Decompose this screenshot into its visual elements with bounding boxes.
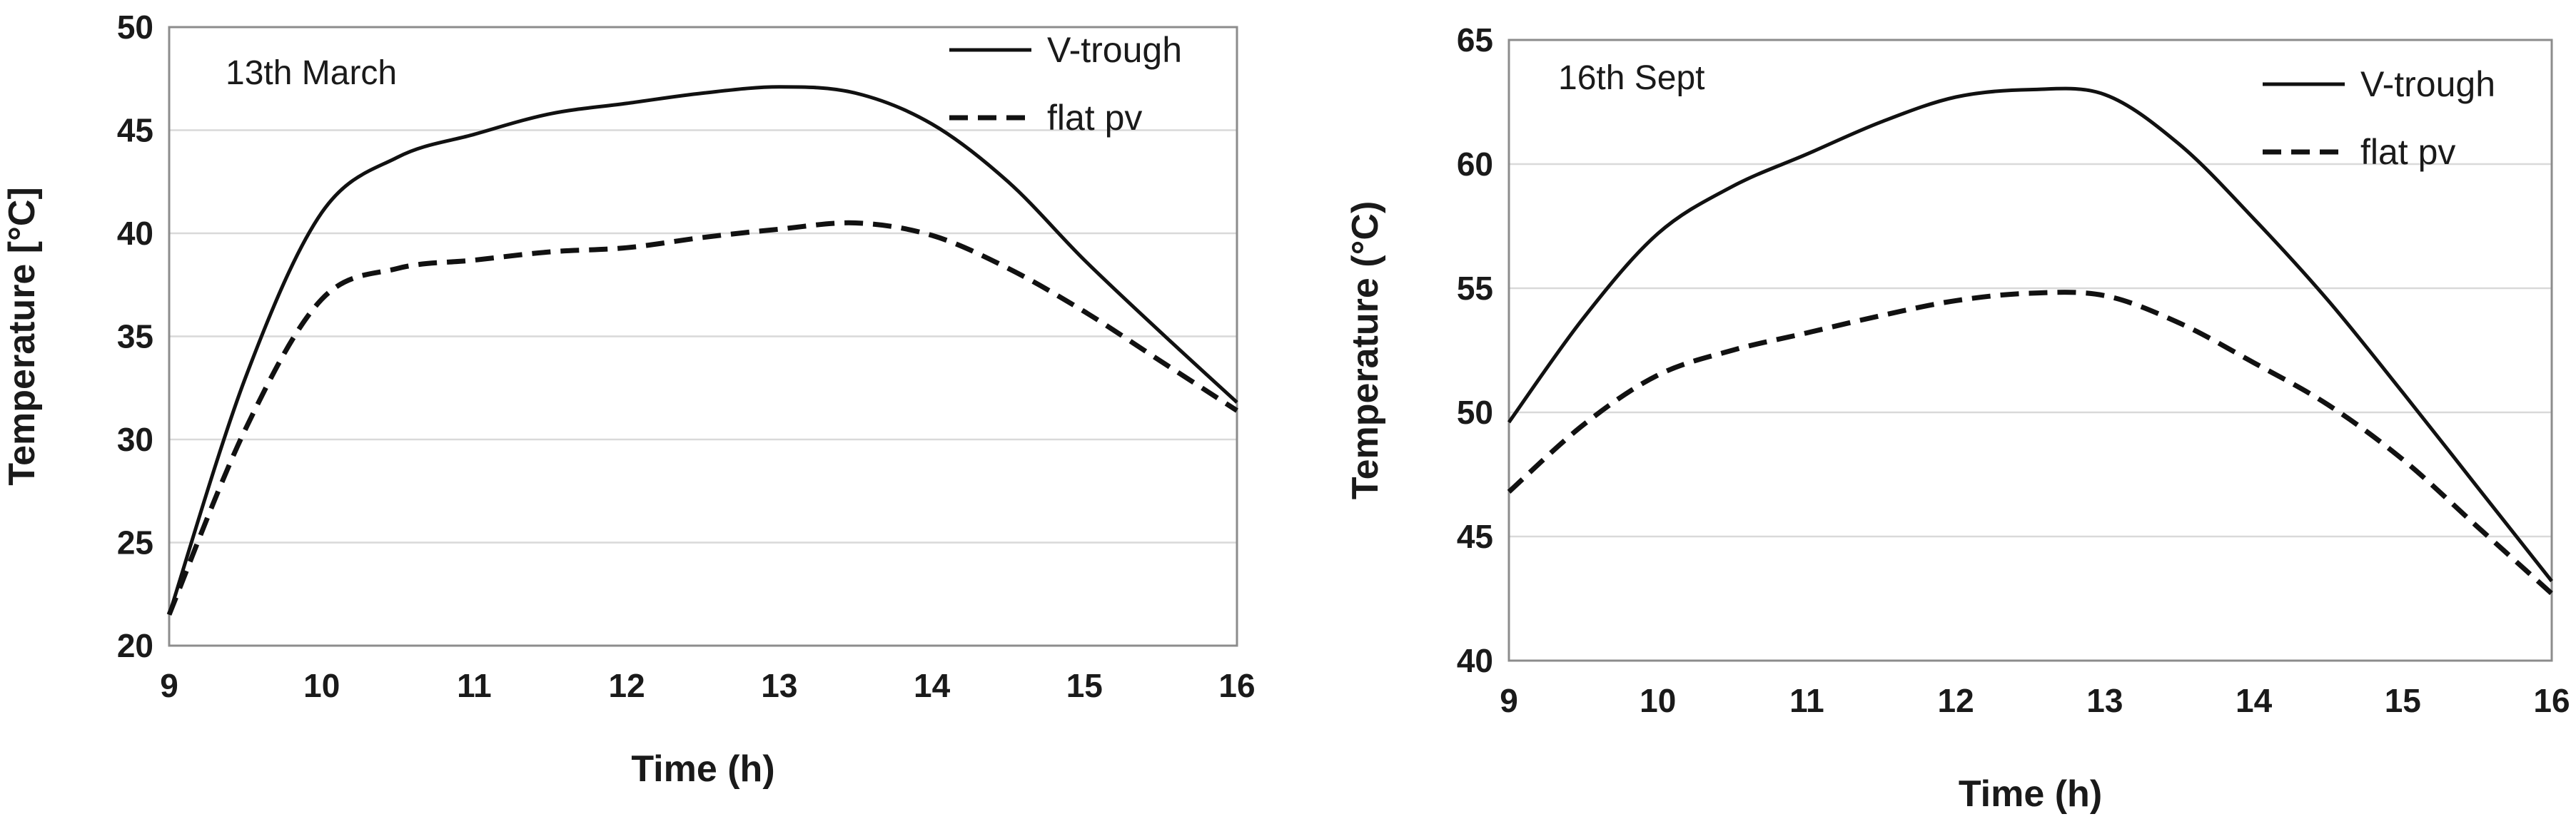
x-tick-label: 10 <box>1640 682 1676 719</box>
x-tick-label: 9 <box>160 667 178 704</box>
chart-annotation: 13th March <box>226 54 397 92</box>
y-tick-label: 20 <box>117 627 153 664</box>
x-tick-label: 15 <box>2385 682 2421 719</box>
legend-label: V-trough <box>1047 30 1182 70</box>
y-axis-title: Temperature [°C] <box>1 187 43 486</box>
x-tick-label: 13 <box>2086 682 2123 719</box>
x-tick-label: 15 <box>1066 667 1103 704</box>
chart-13th-march: 20 25 30 35 40 45 50 9 10 11 12 13 14 15 16 Time (h) Tem… <box>1 9 1256 790</box>
y-tick-label: 50 <box>1457 394 1493 431</box>
x-tick-label: 16 <box>1218 667 1255 704</box>
x-tick-label: 9 <box>1500 682 1518 719</box>
x-axis-title: Time (h) <box>1959 773 2102 815</box>
y-tick-label: 30 <box>117 421 153 458</box>
series-line-v-trough <box>1507 86 2553 583</box>
y-tick-label: 40 <box>117 215 153 252</box>
x-tick-label: 16 <box>2533 682 2570 719</box>
x-axis-title: Time (h) <box>631 748 774 790</box>
y-tick-label: 55 <box>1457 270 1493 307</box>
y-axis-title: Temperature (°C) <box>1345 201 1386 500</box>
x-tick-label: 13 <box>761 667 797 704</box>
x-tick-label: 11 <box>1789 682 1824 719</box>
y-tick-label: 60 <box>1457 146 1493 183</box>
x-tick-label: 12 <box>609 667 645 704</box>
x-tick-label: 12 <box>1938 682 1974 719</box>
series-line-flat-pv <box>1507 290 2554 596</box>
x-tick-label: 14 <box>2236 682 2273 719</box>
x-tick-label: 11 <box>457 667 492 704</box>
y-tick-label: 45 <box>1457 518 1493 555</box>
y-tick-label: 25 <box>117 524 153 561</box>
series-line-v-trough <box>167 85 1238 616</box>
y-tick-label: 50 <box>117 9 153 46</box>
x-tick-label: 10 <box>303 667 340 704</box>
legend-label: V-trough <box>2360 64 2495 104</box>
legend-label: flat pv <box>1047 98 1142 138</box>
y-tick-label: 65 <box>1457 21 1493 59</box>
series-line-flat-pv <box>166 220 1238 616</box>
legend-label: flat pv <box>2360 132 2455 172</box>
plot-area-frame <box>168 26 1238 647</box>
chart-annotation: 16th Sept <box>1558 59 1705 97</box>
chart-16th-sept: 40 45 50 55 60 65 9 10 11 12 13 14 15 16 Time (h) Tempe… <box>1345 21 2570 815</box>
y-tick-label: 45 <box>117 112 153 149</box>
y-tick-label: 35 <box>117 318 153 355</box>
plot-area-frame <box>1507 39 2553 662</box>
x-tick-label: 14 <box>914 667 951 704</box>
y-tick-label: 40 <box>1457 642 1493 679</box>
